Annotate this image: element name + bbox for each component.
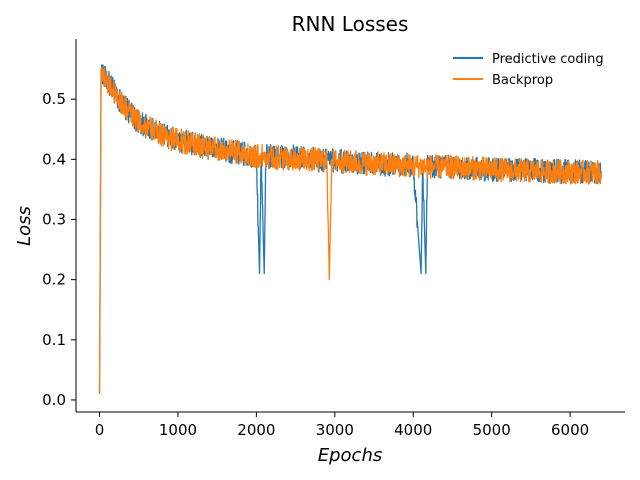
x-tick-label: 6000 — [551, 421, 589, 439]
x-tick-label: 0 — [95, 421, 105, 439]
x-tick-label: 2000 — [237, 421, 275, 439]
y-tick-label: 0.4 — [42, 150, 66, 168]
axes-layer — [75, 39, 625, 413]
x-tick-label: 1000 — [159, 421, 197, 439]
x-tick-label: 3000 — [316, 421, 354, 439]
legend: Predictive coding Backprop — [453, 52, 604, 88]
series-line-1 — [98, 64, 603, 394]
x-axis-label: Epochs — [318, 445, 383, 466]
y-tick-label: 0.2 — [42, 271, 66, 289]
y-tick-label: 0.1 — [42, 331, 66, 349]
series-line-2 — [98, 66, 603, 394]
x-ticks: 0 1000 2000 3000 4000 5000 6000 — [95, 412, 589, 439]
y-tick-label: 0.3 — [42, 210, 66, 228]
x-tick-label: 4000 — [394, 421, 432, 439]
y-axis-label: Loss — [14, 206, 35, 246]
chart-title: RNN Losses — [292, 12, 409, 36]
series-layer — [98, 64, 603, 394]
x-tick-label: 5000 — [473, 421, 511, 439]
legend-label: Backprop — [492, 73, 553, 88]
legend-label: Predictive coding — [492, 52, 604, 67]
y-tick-label: 0.0 — [42, 391, 66, 409]
y-ticks: 0.0 0.1 0.2 0.3 0.4 0.5 — [42, 90, 76, 409]
y-tick-label: 0.5 — [42, 90, 66, 108]
